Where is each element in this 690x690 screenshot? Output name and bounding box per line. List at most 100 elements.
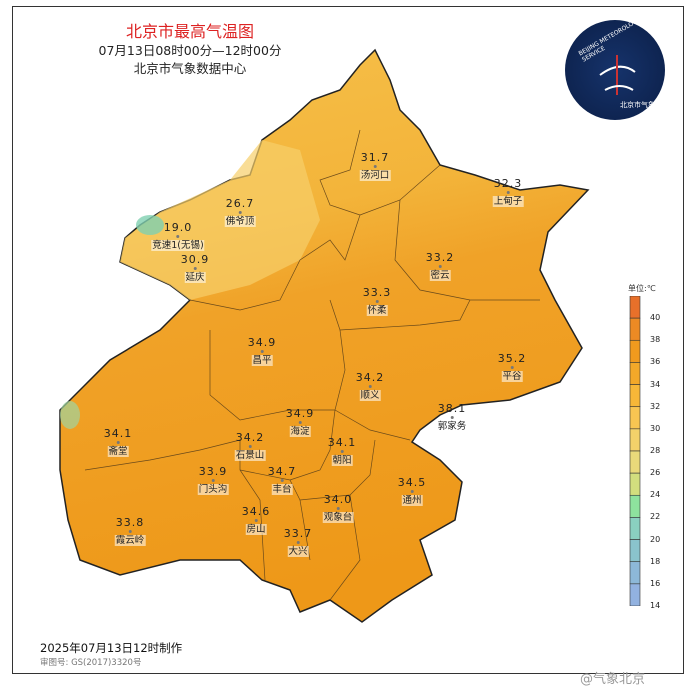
station-label: 34.9 海淀	[286, 408, 315, 438]
logo-emblem-icon	[599, 55, 636, 95]
station-marker-icon	[510, 366, 514, 369]
legend-tick: 28	[650, 446, 661, 455]
station-marker-icon	[375, 300, 379, 303]
station-marker-icon	[296, 541, 300, 544]
station-name: 竞速1(无锡)	[151, 240, 205, 251]
station-name: 汤河口	[359, 170, 391, 181]
station-label: 34.1 斋堂	[104, 428, 133, 458]
station-name: 佛爷顶	[224, 216, 256, 227]
station-label: 31.7 汤河口	[359, 151, 391, 182]
station-name: 观象台	[322, 512, 354, 523]
station-label: 19.0 竞速1(无锡)	[151, 221, 205, 252]
station-name: 石景山	[234, 450, 266, 461]
station-name: 顺义	[359, 390, 381, 401]
station-marker-icon	[238, 211, 242, 214]
station-label: 34.9 昌平	[248, 337, 277, 367]
station-marker-icon	[128, 530, 132, 533]
station-marker-icon	[260, 350, 264, 353]
station-temperature: 19.0	[163, 221, 193, 234]
station-temperature: 34.9	[247, 336, 277, 349]
station-label: 26.7 佛爷顶	[224, 197, 256, 228]
station-label: 34.1 朝阳	[328, 437, 357, 467]
legend-tick: 36	[650, 357, 661, 367]
station-name: 通州	[401, 495, 423, 506]
station-marker-icon	[506, 191, 510, 194]
legend-color-step	[629, 450, 641, 474]
station-label: 34.2 顺义	[356, 372, 385, 402]
bms-logo: BEIJING METEOROLOGICAL SERVICE 北京市气象局	[565, 11, 665, 120]
station-label: 33.7 大兴	[284, 528, 313, 558]
legend-color-step	[629, 428, 641, 452]
legend-tick: 24	[650, 490, 661, 500]
station-marker-icon	[410, 490, 414, 493]
station-marker-icon	[193, 267, 197, 270]
station-temperature: 33.2	[425, 251, 455, 264]
station-temperature: 34.7	[267, 465, 297, 478]
legend-color-step	[629, 339, 641, 363]
legend-tick: 40	[650, 313, 661, 323]
legend-tick: 16	[650, 578, 661, 588]
station-name: 房山	[245, 524, 267, 535]
station-temperature: 34.2	[235, 431, 265, 444]
station-temperature: 35.2	[497, 352, 527, 365]
station-marker-icon	[176, 235, 180, 238]
legend-color-step	[629, 583, 641, 606]
station-temperature: 31.7	[360, 151, 390, 164]
legend-tick: 32	[650, 401, 661, 411]
station-temperature: 33.3	[362, 286, 392, 299]
station-temperature: 26.7	[225, 197, 255, 210]
station-name: 霞云岭	[114, 535, 146, 546]
legend-tick: 14	[650, 601, 661, 610]
station-label: 33.2 密云	[426, 252, 455, 282]
legend-color-step	[629, 296, 641, 319]
station-marker-icon	[340, 450, 344, 453]
station-marker-icon	[116, 441, 120, 444]
legend-color-step	[629, 539, 641, 563]
legend-tick: 20	[650, 534, 661, 544]
legend-tick: 38	[650, 335, 661, 345]
station-temperature: 33.9	[198, 465, 228, 478]
station-temperature: 34.1	[327, 436, 357, 449]
legend-tick: 34	[650, 379, 661, 389]
map-title: 北京市最高气温图	[125, 22, 254, 41]
station-label: 33.9 门头沟	[197, 465, 229, 496]
logo-text-cn: 北京市气象局	[620, 101, 662, 109]
approval-number: 审图号: GS(2017)3320号	[40, 658, 142, 668]
legend-color-step	[629, 494, 641, 518]
station-marker-icon	[450, 416, 454, 419]
map-issuer: 北京市气象数据中心	[133, 61, 247, 76]
yanqing-cool-zone	[120, 140, 320, 300]
legend-color-step	[629, 517, 641, 540]
station-marker-icon	[298, 421, 302, 424]
station-temperature: 34.1	[103, 427, 133, 440]
station-temperature: 33.8	[115, 516, 145, 529]
station-label: 33.3 怀柔	[363, 287, 392, 317]
map-frame	[12, 6, 684, 674]
legend-color-step	[629, 472, 641, 496]
station-name: 怀柔	[366, 305, 388, 316]
station-name: 朝阳	[331, 455, 353, 466]
station-name: 斋堂	[107, 446, 129, 457]
station-temperature: 34.0	[323, 493, 353, 506]
legend-color-step	[629, 362, 641, 385]
station-temperature: 33.7	[283, 527, 313, 540]
legend-colorbar	[629, 296, 641, 606]
station-name: 郭家务	[436, 421, 468, 432]
legend-tick: 18	[650, 556, 661, 566]
station-label: 34.5 通州	[398, 477, 427, 507]
station-marker-icon	[368, 385, 372, 388]
station-name: 丰台	[271, 484, 293, 495]
station-temperature: 34.2	[355, 371, 385, 384]
station-name: 密云	[429, 270, 451, 281]
station-temperature: 34.9	[285, 407, 315, 420]
legend-color-step	[629, 561, 641, 585]
station-label: 38.1 郭家务	[436, 403, 468, 433]
station-label: 34.7 丰台	[268, 466, 297, 496]
station-name: 平谷	[501, 371, 523, 382]
station-marker-icon	[336, 507, 340, 510]
station-temperature: 30.9	[180, 253, 210, 266]
station-label: 34.0 观象台	[322, 493, 354, 524]
legend-tick: 26	[650, 468, 661, 478]
legend-color-step	[629, 384, 641, 408]
